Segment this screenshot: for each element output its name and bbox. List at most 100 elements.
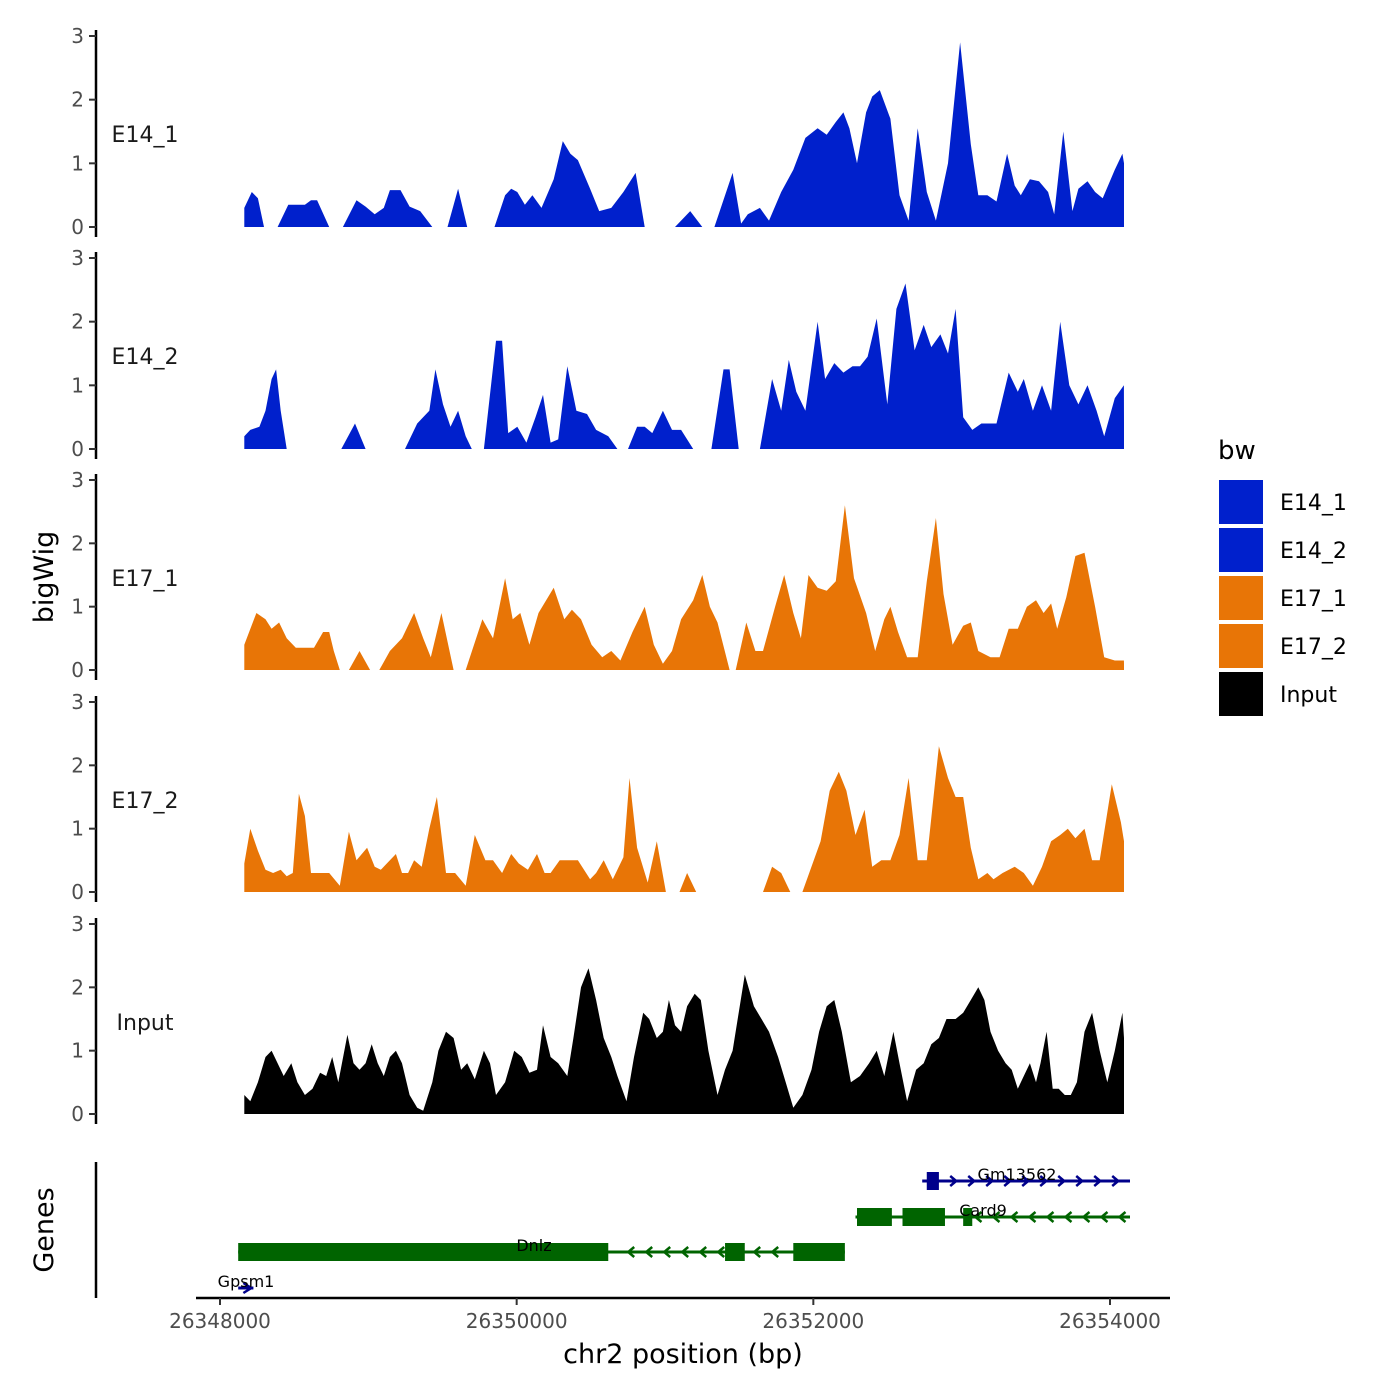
track-e17-2: 0 1 2 3 E17_2 xyxy=(71,690,1125,904)
track-label: E17_1 xyxy=(112,567,179,592)
y-tick-label: 3 xyxy=(71,24,84,48)
strand-arrow xyxy=(1057,1175,1067,1187)
legend-swatch xyxy=(1219,528,1263,572)
strand-arrow xyxy=(716,1246,726,1258)
y-tick-label: 3 xyxy=(71,912,84,936)
genes-track: Gm13562 Card9 Dnlz Gpsm1 xyxy=(94,1162,1130,1298)
legend-item-input: Input xyxy=(1219,672,1337,716)
gene-exon xyxy=(238,1243,609,1261)
legend-item-e17-2: E17_2 xyxy=(1219,624,1347,668)
track-e14-1: 0 1 2 3 E14_1 xyxy=(71,24,1125,239)
strand-arrow xyxy=(985,1175,995,1187)
track-label: E17_2 xyxy=(112,789,179,814)
y-tick-label: 2 xyxy=(71,310,84,334)
strand-arrow xyxy=(680,1246,690,1258)
x-tick-label: 26354000 xyxy=(1059,1309,1161,1333)
gene-label: Card9 xyxy=(959,1201,1007,1220)
strand-arrow xyxy=(1117,1211,1127,1223)
legend-item-e14-2: E14_2 xyxy=(1219,528,1347,572)
area-e14-1 xyxy=(244,42,1125,228)
y-tick-label: 0 xyxy=(71,880,84,904)
y-tick-label: 1 xyxy=(71,151,84,175)
strand-arrow xyxy=(1003,1175,1013,1187)
y-tick-label: 2 xyxy=(71,975,84,999)
y-axis-title: bigWig xyxy=(29,531,60,624)
strand-arrow xyxy=(1009,1211,1019,1223)
legend-label: E14_1 xyxy=(1280,491,1347,516)
y-tick-label: 2 xyxy=(71,88,84,112)
area-e14-2 xyxy=(244,283,1125,449)
legend-item-e17-1: E17_1 xyxy=(1219,576,1347,620)
y-tick-label: 1 xyxy=(71,1039,84,1063)
genes-axis-title: Genes xyxy=(29,1187,60,1272)
legend-swatch xyxy=(1219,576,1263,620)
track-label: Input xyxy=(117,1011,174,1036)
gene-exon xyxy=(793,1243,845,1261)
y-tick-label: 0 xyxy=(71,215,84,239)
x-tick-label: 26348000 xyxy=(169,1309,271,1333)
legend-title: bw xyxy=(1218,436,1256,466)
y-tick-label: 1 xyxy=(71,817,84,841)
track-e14-2: 0 1 2 3 E14_2 xyxy=(71,246,1125,461)
gene-label: Gm13562 xyxy=(978,1165,1057,1184)
x-tick-label: 26352000 xyxy=(762,1309,864,1333)
strand-arrow xyxy=(967,1175,977,1187)
y-tick-label: 2 xyxy=(71,753,84,777)
track-e17-1: 0 1 2 3 E17_1 xyxy=(71,468,1125,682)
gene-exon xyxy=(963,1208,973,1226)
gene-exon xyxy=(857,1208,892,1226)
strand-arrow xyxy=(1063,1211,1073,1223)
legend-label: E14_2 xyxy=(1280,539,1347,564)
area-e17-1 xyxy=(244,505,1125,670)
strand-arrow xyxy=(973,1211,983,1223)
y-tick-label: 3 xyxy=(71,690,84,714)
y-tick-label: 1 xyxy=(71,595,84,619)
strand-arrow xyxy=(626,1246,636,1258)
legend-label: E17_1 xyxy=(1280,587,1347,612)
legend: bw E14_1 E14_2 E17_1 E17_2 Input xyxy=(1218,436,1347,716)
strand-arrow xyxy=(1021,1175,1031,1187)
gene-exon xyxy=(902,1208,945,1226)
y-tick-label: 3 xyxy=(71,468,84,492)
legend-swatch xyxy=(1219,672,1263,716)
gene-label: Gpsm1 xyxy=(218,1272,275,1291)
strand-arrow xyxy=(1075,1175,1085,1187)
legend-swatch xyxy=(1219,624,1263,668)
y-tick-label: 0 xyxy=(71,437,84,461)
gene-gm13562: Gm13562 xyxy=(922,1165,1130,1190)
y-tick-label: 1 xyxy=(71,373,84,397)
strand-arrow xyxy=(644,1246,654,1258)
area-input xyxy=(244,968,1125,1114)
area-e17-2 xyxy=(244,746,1125,892)
strand-arrow xyxy=(1111,1175,1121,1187)
gene-card9: Card9 xyxy=(855,1201,1130,1226)
legend-label: E17_2 xyxy=(1280,635,1347,660)
x-axis: 26348000 26350000 26352000 26354000 xyxy=(169,1296,1170,1333)
strand-arrow xyxy=(1093,1175,1103,1187)
strand-arrow xyxy=(1099,1211,1109,1223)
gene-exon xyxy=(926,1172,939,1190)
gene-label: Dnlz xyxy=(516,1236,551,1255)
strand-arrow xyxy=(770,1246,780,1258)
track-label: E14_1 xyxy=(112,123,179,148)
legend-label: Input xyxy=(1280,683,1337,708)
legend-swatch xyxy=(1219,480,1263,524)
gene-gpsm1: Gpsm1 xyxy=(218,1272,275,1295)
track-input: 0 1 2 3 Input xyxy=(71,912,1125,1126)
x-tick-label: 26350000 xyxy=(466,1309,568,1333)
gene-dnlz: Dnlz xyxy=(238,1236,845,1261)
legend-item-e14-1: E14_1 xyxy=(1219,480,1347,524)
strand-arrow xyxy=(1039,1175,1049,1187)
tracks-group: 0 1 2 3 E14_1 0 1 2 3 E14_2 0 1 2 3 E17_1 0 1 2 3 E17_2 0 1 2 3… xyxy=(71,24,1125,1126)
strand-arrow xyxy=(1027,1211,1037,1223)
strand-arrow xyxy=(1081,1211,1091,1223)
track-label: E14_2 xyxy=(112,345,179,370)
strand-arrow xyxy=(752,1246,762,1258)
y-tick-label: 3 xyxy=(71,246,84,270)
y-tick-label: 2 xyxy=(71,531,84,555)
strand-arrow xyxy=(242,1281,254,1295)
strand-arrow xyxy=(662,1246,672,1258)
y-tick-label: 0 xyxy=(71,658,84,682)
strand-arrow xyxy=(949,1175,959,1187)
